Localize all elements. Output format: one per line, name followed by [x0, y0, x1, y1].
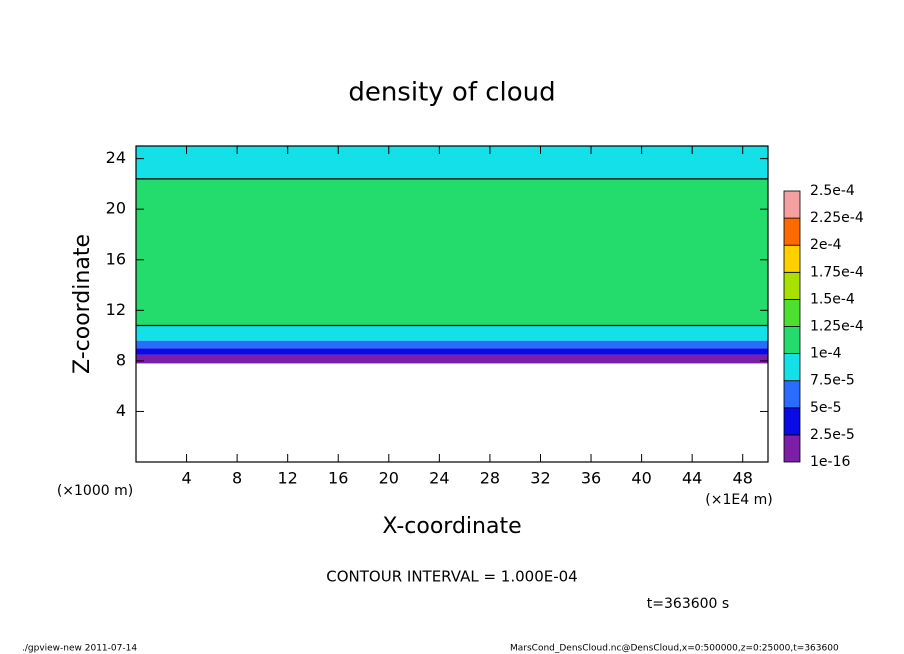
- colorbar-box: [783, 271, 801, 300]
- x-unit-label: (×1E4 m): [705, 492, 772, 508]
- x-tick-label: 28: [480, 469, 500, 488]
- colorbar-box: [783, 298, 801, 327]
- y-tick-label: 20: [106, 199, 126, 218]
- field-band: [136, 325, 768, 341]
- colorbar-label: 1.75e-4: [810, 264, 864, 280]
- colorbar-box: [783, 407, 801, 436]
- colorbar-label: 1.25e-4: [810, 319, 864, 335]
- x-tick-label: 44: [682, 469, 702, 488]
- field-band: [136, 354, 768, 364]
- y-tick-label: 16: [106, 249, 126, 268]
- colorbar-box: [783, 326, 801, 355]
- field-band: [136, 178, 768, 326]
- colorbar-box: [783, 434, 801, 463]
- x-tick-label: 16: [328, 469, 348, 488]
- field-band: [136, 340, 768, 349]
- colorbar-box: [783, 217, 801, 246]
- x-tick-label: 48: [733, 469, 753, 488]
- x-tick-label: 40: [631, 469, 651, 488]
- x-tick-label: 36: [581, 469, 601, 488]
- colorbar-label: 2e-4: [810, 237, 842, 253]
- x-tick-label: 4: [181, 469, 191, 488]
- field-band: [136, 146, 768, 179]
- field-band: [136, 348, 768, 355]
- colorbar-label: 2.5e-4: [810, 183, 855, 199]
- colorbar-box: [783, 190, 801, 219]
- y-axis-label: Z-coordinate: [70, 234, 95, 374]
- colorbar-label: 7.5e-5: [810, 373, 855, 389]
- colorbar-label: 1e-16: [810, 454, 850, 470]
- x-tick-label: 20: [379, 469, 399, 488]
- x-axis-label: X-coordinate: [382, 514, 521, 539]
- time-note: t=363600 s: [647, 596, 729, 612]
- footer-right: MarsCond_DensCloud.nc@DensCloud,x=0:5000…: [510, 644, 839, 654]
- y-unit-label: (×1000 m): [57, 483, 133, 499]
- colorbar-label: 2.5e-5: [810, 427, 855, 443]
- x-tick-label: 8: [232, 469, 242, 488]
- x-tick-label: 12: [278, 469, 298, 488]
- colorbar-label: 1.5e-4: [810, 291, 855, 307]
- footer-left: ./gpview-new 2011-07-14: [22, 644, 137, 654]
- colorbar-box: [783, 353, 801, 382]
- x-tick-label: 32: [530, 469, 550, 488]
- colorbar-label: 5e-5: [810, 400, 841, 416]
- colorbar-box: [783, 244, 801, 273]
- colorbar-label: 1e-4: [810, 346, 842, 362]
- plot-frame: [135, 145, 769, 463]
- colorbar-box: [783, 380, 801, 409]
- y-tick-label: 8: [116, 350, 126, 369]
- x-tick-label: 24: [429, 469, 449, 488]
- colorbar-label: 2.25e-4: [810, 210, 864, 226]
- contour-note: CONTOUR INTERVAL = 1.000E-04: [326, 568, 577, 586]
- y-tick-label: 12: [106, 300, 126, 319]
- plot-area: 4 8 12 16 20 24 28 32 36 40 44 4848121620241e-162.5…: [106, 145, 864, 488]
- chart-title: density of cloud: [348, 78, 555, 108]
- y-tick-label: 4: [116, 401, 126, 420]
- y-tick-label: 24: [106, 148, 126, 167]
